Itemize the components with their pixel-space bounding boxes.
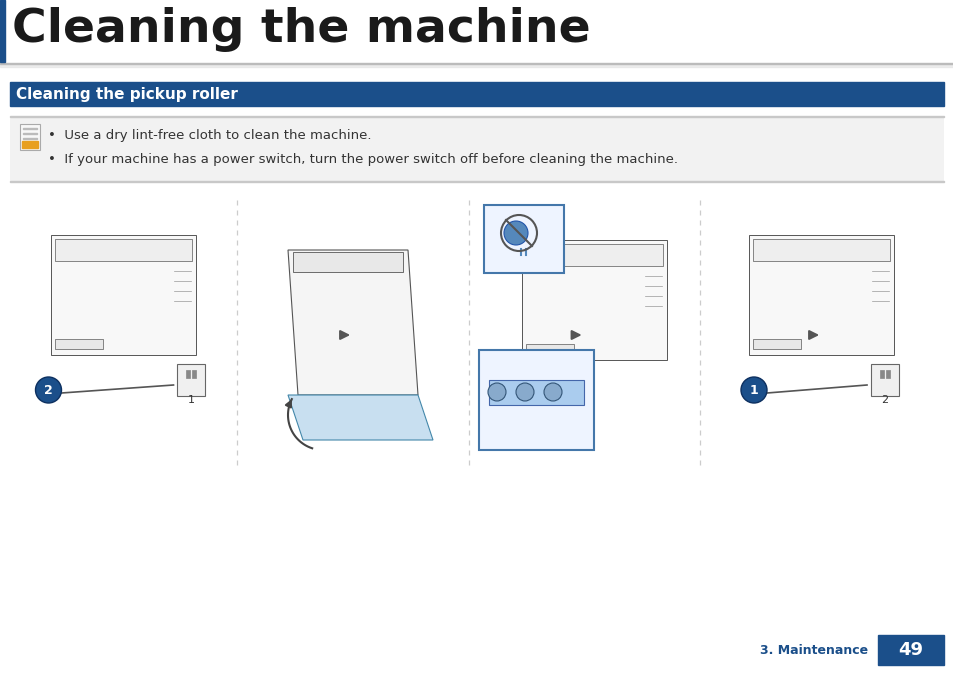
Circle shape bbox=[543, 383, 561, 401]
Bar bbox=[55, 239, 192, 261]
Bar bbox=[23, 143, 37, 144]
Text: 1: 1 bbox=[188, 395, 194, 405]
Text: 1: 1 bbox=[749, 383, 758, 396]
Bar bbox=[483, 205, 563, 273]
Bar bbox=[521, 240, 666, 360]
Bar bbox=[23, 128, 37, 129]
Text: 2: 2 bbox=[881, 395, 887, 405]
Bar bbox=[20, 124, 40, 150]
Circle shape bbox=[503, 221, 527, 245]
Bar bbox=[10, 181, 943, 182]
Bar bbox=[10, 116, 943, 182]
Circle shape bbox=[488, 383, 505, 401]
Bar bbox=[293, 252, 402, 272]
Text: Cleaning the machine: Cleaning the machine bbox=[12, 7, 590, 52]
Bar bbox=[489, 380, 583, 405]
Text: •  If your machine has a power switch, turn the power switch off before cleaning: • If your machine has a power switch, tu… bbox=[48, 153, 678, 167]
Bar bbox=[753, 239, 889, 261]
Text: 49: 49 bbox=[898, 641, 923, 659]
Bar bbox=[177, 364, 205, 396]
Bar bbox=[0, 0, 5, 62]
Bar bbox=[22, 141, 38, 148]
Text: 2: 2 bbox=[44, 383, 52, 396]
Bar bbox=[193, 370, 196, 378]
Bar bbox=[23, 133, 37, 134]
Text: Cleaning the pickup roller: Cleaning the pickup roller bbox=[16, 86, 237, 101]
Text: 3. Maintenance: 3. Maintenance bbox=[760, 643, 867, 657]
Bar bbox=[879, 370, 883, 378]
Bar bbox=[51, 235, 195, 355]
Bar bbox=[0, 63, 953, 64]
Polygon shape bbox=[288, 250, 417, 395]
Bar bbox=[23, 138, 37, 139]
Bar bbox=[753, 339, 801, 349]
Bar bbox=[478, 350, 594, 450]
Bar bbox=[10, 116, 943, 117]
Bar bbox=[10, 82, 943, 106]
Bar bbox=[749, 235, 894, 355]
Bar bbox=[0, 64, 953, 67]
Bar bbox=[885, 370, 889, 378]
Bar bbox=[525, 344, 574, 354]
Bar bbox=[877, 635, 943, 665]
Bar bbox=[186, 370, 191, 378]
Circle shape bbox=[740, 377, 766, 403]
Bar bbox=[870, 364, 898, 396]
Circle shape bbox=[516, 383, 534, 401]
Bar bbox=[55, 339, 103, 349]
Polygon shape bbox=[288, 395, 433, 440]
Text: •  Use a dry lint-free cloth to clean the machine.: • Use a dry lint-free cloth to clean the… bbox=[48, 130, 371, 142]
Circle shape bbox=[35, 377, 61, 403]
Bar bbox=[525, 244, 662, 265]
